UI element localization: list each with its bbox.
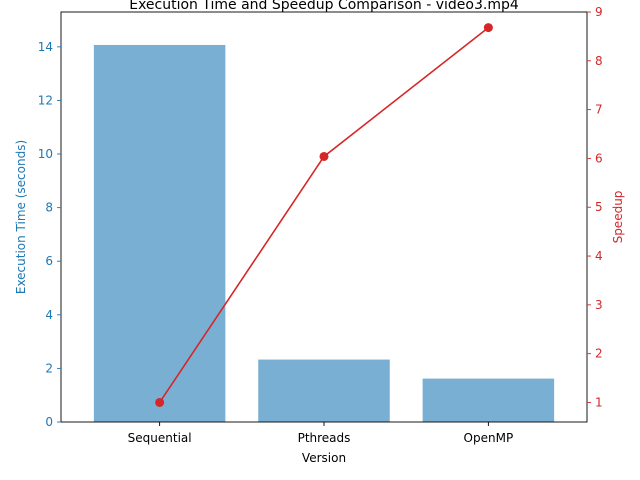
x-tick-label: Sequential bbox=[128, 431, 192, 445]
y-axis-right-label: Speedup bbox=[611, 191, 625, 244]
y-right-tick-label: 2 bbox=[595, 347, 603, 361]
bar-sequential bbox=[93, 44, 226, 422]
bars bbox=[93, 44, 555, 422]
y-left-tick-label: 2 bbox=[45, 361, 53, 375]
y-right-tick-label: 1 bbox=[595, 395, 603, 409]
x-axis: Sequential Pthreads OpenMP bbox=[128, 422, 514, 445]
y-left-tick-label: 8 bbox=[45, 201, 53, 215]
y-left-tick-label: 14 bbox=[38, 40, 53, 54]
speedup-point-pthreads bbox=[319, 151, 329, 161]
y-right-tick-label: 5 bbox=[595, 200, 603, 214]
y-left-tick-label: 4 bbox=[45, 308, 53, 322]
y-right-tick-label: 3 bbox=[595, 298, 603, 312]
y-right-tick-label: 4 bbox=[595, 249, 603, 263]
y-right-tick-label: 8 bbox=[595, 54, 603, 68]
y-left-tick-label: 10 bbox=[38, 147, 53, 161]
x-tick-label: OpenMP bbox=[464, 431, 514, 445]
bar-pthreads bbox=[258, 359, 390, 422]
speedup-point-openmp bbox=[483, 23, 493, 33]
y-right-tick-label: 7 bbox=[595, 103, 603, 117]
y-right-tick-label: 9 bbox=[595, 5, 603, 19]
bar-openmp bbox=[422, 378, 555, 422]
y-left-tick-label: 0 bbox=[45, 415, 53, 429]
x-tick-label: Pthreads bbox=[298, 431, 351, 445]
y-left-tick-label: 12 bbox=[38, 93, 53, 107]
y-axis-left: 0 2 4 6 8 10 12 14 bbox=[38, 40, 61, 429]
y-left-tick-label: 6 bbox=[45, 254, 53, 268]
x-axis-label: Version bbox=[302, 451, 346, 465]
speedup-point-sequential bbox=[155, 397, 165, 407]
chart-title: Execution Time and Speedup Comparison - … bbox=[129, 0, 519, 13]
speedup-line bbox=[155, 23, 493, 407]
y-axis-left-label: Execution Time (seconds) bbox=[14, 140, 28, 294]
y-right-tick-label: 6 bbox=[595, 151, 603, 165]
y-axis-right: 1 2 3 4 5 6 7 8 9 bbox=[587, 5, 603, 409]
